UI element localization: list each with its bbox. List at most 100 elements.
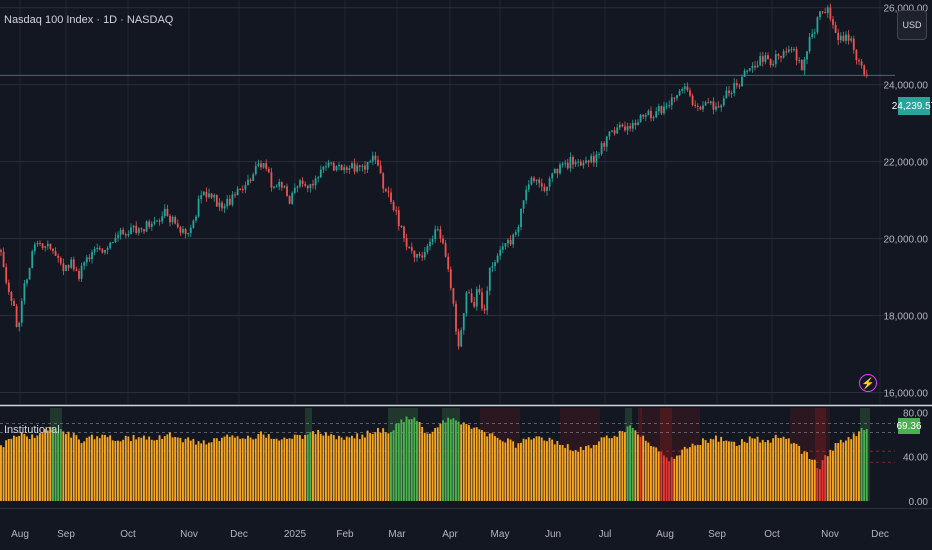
indicator-bar [751,438,754,501]
candle-body [494,262,496,267]
candle-body [309,183,312,189]
candle-body [70,259,73,268]
candle-body [787,49,790,52]
indicator-bar [504,442,507,501]
time-tick-label: Oct [120,529,136,540]
time-tick-label: Jul [599,529,612,540]
indicator-bar [114,440,117,501]
candle-body [780,55,782,58]
indicator-bar [332,435,335,501]
candle-body [730,93,733,95]
indicator-bar [819,469,821,501]
indicator-bar [382,428,385,501]
indicator-bar [306,434,309,501]
candle-body [52,248,54,252]
indicator-bar [423,432,426,501]
candle-body [91,252,93,260]
indicator-bar [582,450,585,501]
indicator-bar [156,439,158,501]
candle-body [821,11,824,13]
time-tick-label: May [491,529,510,540]
candle-body [819,11,821,18]
indicator-bar [634,430,637,501]
candle-body [36,242,39,245]
indicator-bar [145,439,148,501]
lightning-icon[interactable]: ⚡ [859,374,877,392]
indicator-bar [566,444,569,501]
indicator-bar [618,430,621,501]
indicator-bar [202,440,205,501]
indicator-bar [514,447,517,501]
candle-body [657,106,660,112]
indicator-bar [650,446,652,501]
indicator-bar [449,419,452,501]
indicator-bar [137,437,140,501]
candle-body [733,83,736,94]
indicator-bar [239,438,242,501]
indicator-bar [527,437,530,501]
candle-body [655,111,658,118]
candle-body [491,266,494,268]
candle-body [46,243,49,247]
indicator-bar [80,443,83,501]
indicator-bar [340,437,343,501]
indicator-bar [364,437,366,501]
indicator-bar [806,452,808,501]
indicator-bar [371,434,374,501]
candle-body [748,68,751,71]
indicator-bar [470,428,473,501]
candle-body [265,163,268,169]
indicator-bar [611,438,613,501]
indicator-bar [795,443,798,501]
candle-body [135,225,138,234]
indicator-bar [41,433,44,501]
candle-body [795,49,798,61]
currency-button[interactable]: USD [897,10,927,40]
time-tick-label: Sep [57,529,75,540]
indicator-bar [832,450,834,501]
indicator-bar [520,442,522,501]
indicator-bar [387,433,390,501]
candle-body [504,243,507,247]
indicator-bar [52,427,54,501]
candle-body [270,172,273,188]
indicator-bar [839,439,842,501]
indicator-bar [83,441,86,501]
indicator-bar [78,439,80,501]
indicator-bar [798,445,801,501]
candle-body [72,259,75,270]
candle-body [80,265,83,279]
indicator-bar [161,438,164,501]
candle-body [254,166,257,175]
candle-body [618,124,621,128]
candle-body [200,195,203,199]
indicator-bar [670,457,673,501]
indicator-bar [26,436,28,501]
candle-body [743,70,746,77]
candle-body [392,201,395,211]
indicator-bar [72,433,75,501]
indicator-bar [501,441,504,501]
indicator-bar [855,436,858,501]
indicator-bar [179,437,182,501]
indicator-bar [377,427,379,501]
candle-body [527,184,530,190]
indicator-bar [728,441,730,501]
indicator-bar [548,437,551,501]
candle-body [585,160,587,163]
indicator-bar [135,439,138,501]
indicator-bar [626,426,629,501]
indicator-bar [431,431,434,501]
indicator-bar [652,446,655,501]
candle-body [83,262,86,266]
price-tick-label: 24,000.00 [884,81,929,92]
indicator-bar [351,435,353,501]
candle-body [325,166,327,168]
candle-body [351,163,353,169]
indicator-tick-label: 40.00 [903,453,928,464]
candle-body [855,49,858,61]
indicator-bar [343,439,346,501]
